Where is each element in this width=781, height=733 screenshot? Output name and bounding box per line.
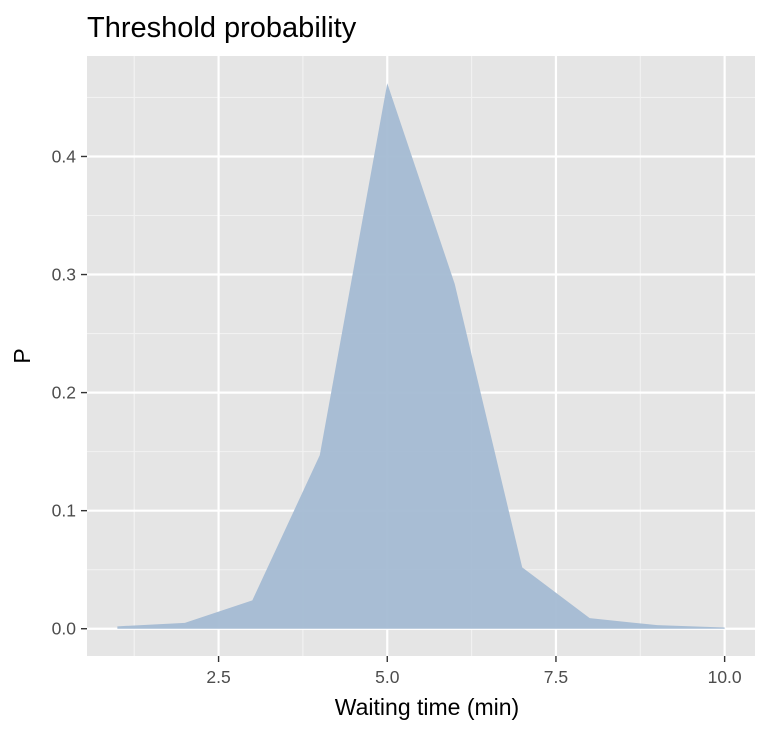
- y-tick-label: 0.4: [52, 146, 77, 166]
- x-tick-label: 2.5: [206, 667, 230, 687]
- y-tick-label: 0.1: [52, 501, 76, 521]
- y-tick-label: 0.2: [52, 383, 76, 403]
- y-axis-title: P: [9, 348, 35, 363]
- y-tick-label: 0.3: [52, 265, 76, 285]
- x-tick-label: 7.5: [544, 667, 568, 687]
- chart-title: Threshold probability: [87, 12, 357, 44]
- probability-area: [117, 83, 725, 629]
- x-tick-label: 5.0: [375, 667, 400, 687]
- y-axis: 0.0 0.1 0.2 0.3 0.4: [52, 146, 87, 639]
- y-tick-label: 0.0: [52, 619, 77, 639]
- x-axis-title: Waiting time (min): [335, 694, 519, 720]
- x-axis: 2.5 5.0 7.5 10.0: [206, 656, 742, 687]
- x-tick-label: 10.0: [708, 667, 742, 687]
